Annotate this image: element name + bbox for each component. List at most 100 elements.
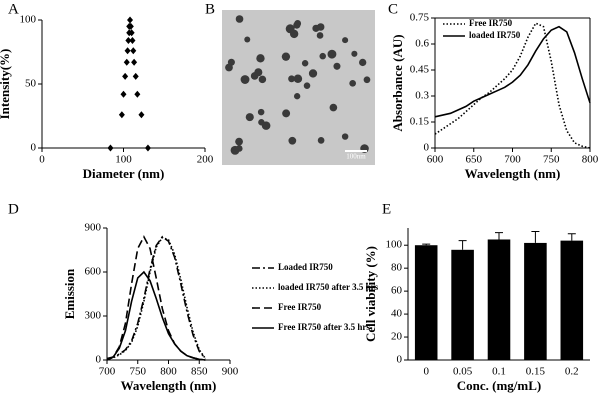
particle (261, 121, 271, 130)
error-bar (495, 232, 503, 240)
particle (244, 36, 251, 43)
y-tick-label: 0.3 (415, 90, 429, 102)
y-axis-label: Absorbance (AU) (390, 34, 405, 131)
particle (351, 50, 358, 57)
y-tick-label: 80 (391, 262, 403, 274)
bar (487, 239, 511, 360)
x-tick-label: 600 (427, 154, 444, 166)
y-tick-label: 0.45 (410, 64, 430, 76)
x-axis-label: Conc. (mg/mL) (457, 378, 542, 393)
particle (235, 137, 243, 146)
panel-label: E (382, 201, 391, 217)
bar (524, 242, 547, 360)
particle (359, 58, 367, 67)
scale-label: 100nm (346, 153, 366, 161)
particle (303, 82, 311, 89)
series-line (106, 236, 207, 360)
particle (256, 54, 265, 63)
panel-label: B (205, 1, 215, 17)
particle (254, 68, 263, 77)
legend-label: loaded IR750 after 3.5 hrs (278, 282, 379, 292)
x-axis-label: Wavelength (nm) (465, 166, 561, 181)
particle (235, 15, 244, 23)
y-tick-label: 600 (85, 266, 102, 278)
point (123, 58, 130, 66)
error-bar (422, 243, 431, 246)
error-bar (567, 233, 576, 241)
point (127, 22, 134, 30)
point (118, 111, 125, 119)
point (134, 90, 141, 98)
x-tick-label: 650 (466, 154, 483, 166)
panel-label: D (8, 201, 19, 217)
series-line (106, 235, 206, 361)
particle (349, 79, 357, 87)
particle (289, 29, 299, 39)
y-tick-label: 0.6 (415, 38, 429, 50)
x-tick-label: 0.05 (453, 366, 473, 378)
point (124, 47, 131, 55)
y-tick-label: 300 (85, 310, 102, 322)
y-axis-label: Emission (62, 268, 77, 319)
point (120, 90, 127, 98)
point (138, 111, 145, 119)
particle (288, 136, 297, 145)
legend-label: Free IR750 (278, 302, 322, 312)
point (129, 36, 136, 44)
y-tick-label: 0.15 (410, 116, 430, 128)
particle (341, 133, 349, 140)
bar (414, 245, 438, 360)
particle (293, 74, 303, 84)
point (122, 72, 129, 80)
particle (240, 75, 250, 84)
particle (293, 93, 301, 100)
micrograph (222, 10, 375, 165)
series-line (434, 22, 591, 149)
particle (329, 103, 338, 112)
particle (257, 108, 265, 116)
particle (235, 145, 243, 152)
particle (281, 52, 291, 61)
particle (225, 63, 233, 72)
legend-label: loaded IR750 (469, 30, 521, 40)
panel-label: A (8, 1, 19, 17)
x-tick-label: 900 (222, 366, 239, 378)
particle (363, 76, 371, 84)
series-line (106, 270, 206, 361)
panel-label: C (388, 1, 398, 17)
point (131, 58, 138, 66)
x-tick-label: 850 (191, 366, 208, 378)
x-tick-label: 100 (115, 154, 132, 166)
point (125, 36, 132, 44)
particle (282, 109, 291, 118)
particle (319, 52, 326, 60)
particle (288, 75, 295, 83)
point (130, 47, 137, 55)
particle (308, 69, 318, 78)
point (107, 144, 114, 152)
x-tick-label: 0 (423, 366, 429, 378)
point (128, 29, 135, 37)
legend-label: Free IR750 (469, 18, 513, 28)
x-tick-label: 0.1 (492, 366, 506, 378)
particle (301, 60, 309, 67)
particle (245, 113, 254, 122)
x-tick-label: 750 (130, 366, 147, 378)
y-tick-label: 100 (20, 14, 37, 26)
x-tick-label: 750 (543, 154, 560, 166)
x-axis-label: Diameter (nm) (83, 166, 165, 181)
particle (333, 62, 341, 70)
bar (451, 249, 474, 360)
x-tick-label: 700 (99, 366, 116, 378)
particle (312, 24, 320, 32)
particle (317, 137, 325, 144)
legend-label: Free IR750 after 3.5 hrs (278, 322, 370, 332)
y-axis-label: Intensity(%) (0, 49, 12, 120)
y-tick-label: 0 (397, 354, 403, 366)
x-tick-label: 0 (39, 154, 45, 166)
y-tick-label: 20 (391, 331, 403, 343)
particle (342, 37, 349, 44)
y-tick-label: 0 (31, 142, 37, 154)
bar (560, 240, 584, 360)
